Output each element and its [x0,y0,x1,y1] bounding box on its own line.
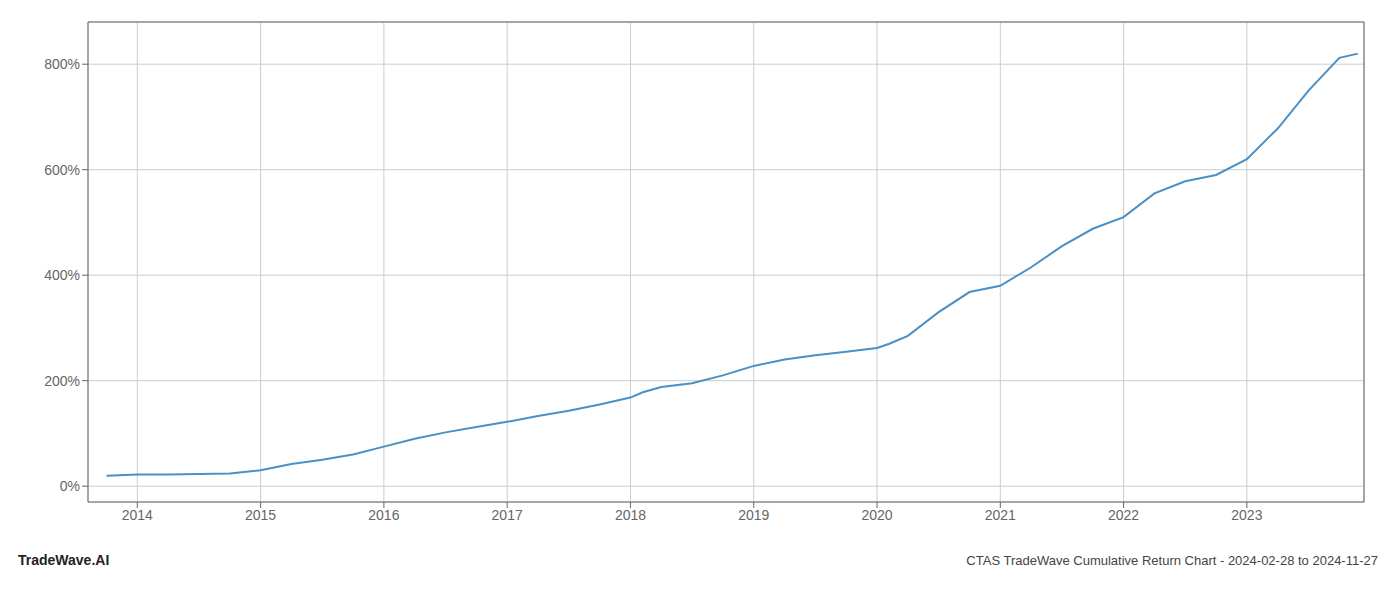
svg-text:2019: 2019 [738,507,769,523]
svg-text:600%: 600% [44,162,80,178]
svg-text:2016: 2016 [368,507,399,523]
svg-text:800%: 800% [44,56,80,72]
svg-text:2020: 2020 [861,507,892,523]
svg-text:400%: 400% [44,267,80,283]
html-text:TradeWave.AI: TradeWave.AI [18,552,110,568]
svg-text:2015: 2015 [245,507,276,523]
svg-text:2018: 2018 [615,507,646,523]
svg-text:2022: 2022 [1108,507,1139,523]
html-text:CTAS TradeWave Cumulative Retu: CTAS TradeWave Cumulative Return Chart -… [966,553,1378,568]
svg-text:2014: 2014 [122,507,153,523]
svg-text:2023: 2023 [1231,507,1262,523]
svg-text:2017: 2017 [492,507,523,523]
svg-text:0%: 0% [60,478,80,494]
svg-text:200%: 200% [44,373,80,389]
svg-text:2021: 2021 [985,507,1016,523]
